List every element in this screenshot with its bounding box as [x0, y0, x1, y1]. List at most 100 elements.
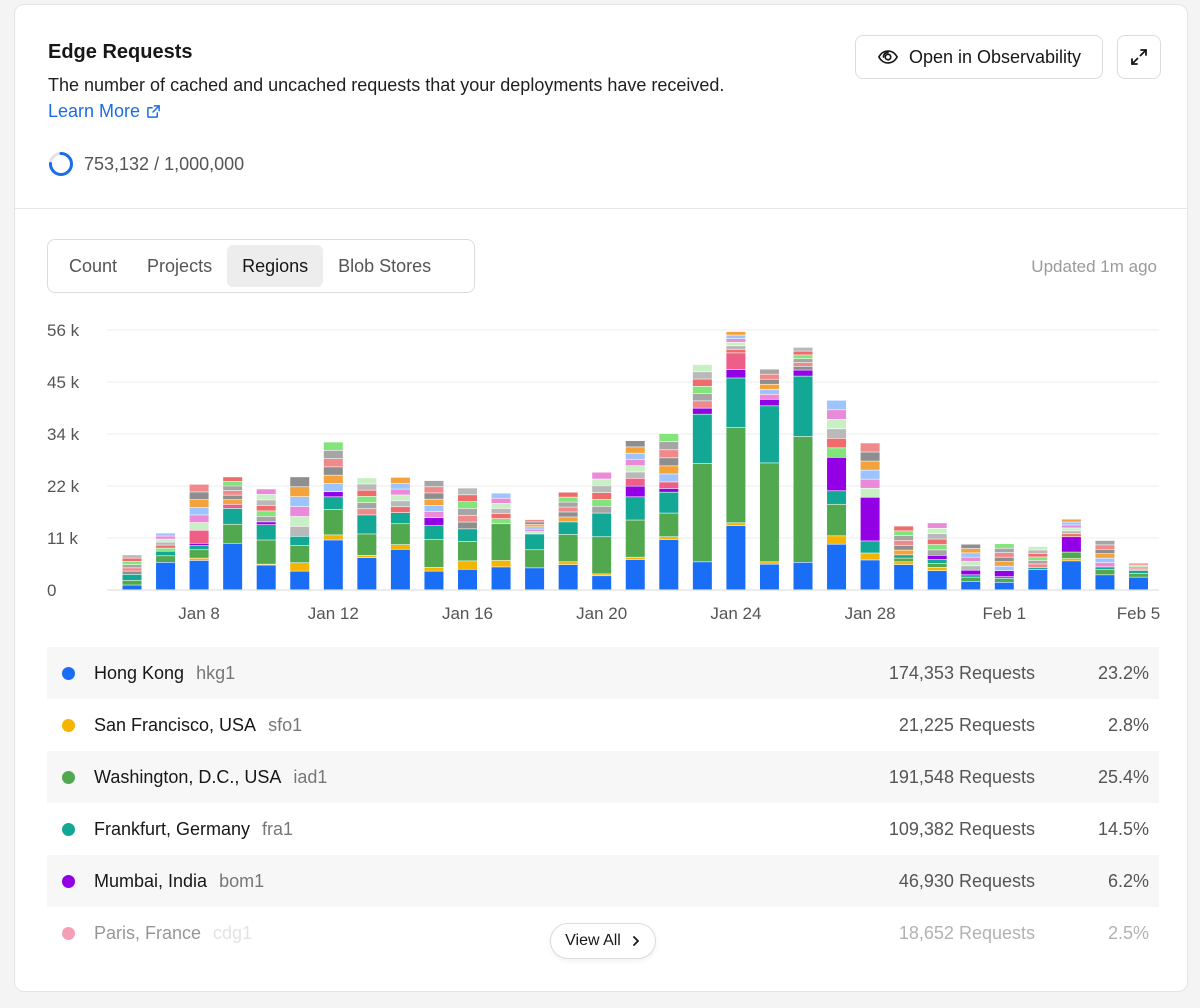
bar-segment-other: [793, 355, 813, 359]
tab-count[interactable]: Count: [69, 255, 118, 276]
open-in-observability-button[interactable]: Open in Observability: [855, 35, 1103, 79]
bar-segment-other: [290, 477, 310, 487]
region-color-dot: [62, 874, 75, 888]
card-title: Edge Requests: [48, 41, 193, 63]
bar-stack[interactable]: [927, 523, 947, 590]
legend-row-cdg1[interactable]: Paris, France cdg1 18,652 Requests 2.5%: [47, 907, 1159, 959]
usage-ring-icon: [49, 152, 73, 176]
bar-stack[interactable]: [994, 544, 1014, 590]
legend-row-fra1[interactable]: Frankfurt, Germany fra1 109,382 Requests 14…: [47, 803, 1159, 855]
view-all-button[interactable]: View All: [550, 923, 656, 959]
bar-stack[interactable]: [1061, 519, 1081, 590]
bar-stack[interactable]: [290, 477, 310, 590]
bar-segment-fra1: [290, 536, 310, 546]
bar-stack[interactable]: [458, 488, 477, 590]
bar-segment-hkg1: [1129, 577, 1148, 590]
tab-blob-stores[interactable]: Blob Stores: [338, 255, 432, 276]
observability-eye-icon: [877, 50, 898, 64]
bar-segment-other: [1028, 564, 1048, 568]
bar-segment-other: [793, 347, 813, 351]
region-color-dot: [62, 926, 75, 940]
bar-stack[interactable]: [1129, 563, 1148, 590]
bar-stack[interactable]: [525, 519, 545, 590]
bar-stack[interactable]: [1095, 540, 1115, 590]
updated-timestamp: Updated 1m ago: [1031, 257, 1157, 276]
bar-segment-other: [1061, 519, 1081, 522]
legend-row-hkg1[interactable]: Hong Kong hkg1 174,353 Requests 23.2%: [47, 647, 1159, 699]
bar-segment-fra1: [156, 551, 176, 556]
bar-segment-other: [122, 564, 142, 568]
bar-stack[interactable]: [122, 555, 142, 590]
bar-stack[interactable]: [558, 492, 578, 590]
bar-segment-other: [1095, 549, 1115, 554]
bar-segment-other: [122, 558, 142, 562]
bar-segment-other: [793, 362, 813, 367]
bar-stack[interactable]: [625, 440, 645, 590]
bar-segment-other: [223, 481, 243, 486]
bar-segment-iad1: [692, 463, 712, 562]
bar-stack[interactable]: [424, 480, 444, 590]
bar-segment-iad1: [458, 541, 477, 561]
bar-stack[interactable]: [827, 400, 847, 590]
region-requests: 174,353 Requests: [888, 662, 1035, 683]
bar-stack[interactable]: [592, 472, 612, 590]
legend-row-bom1[interactable]: Mumbai, India bom1 46,930 Requests 6.2%: [47, 855, 1159, 907]
bar-stack[interactable]: [961, 544, 981, 590]
bar-segment-iad1: [793, 436, 813, 563]
bar-segment-iad1: [1095, 570, 1115, 575]
tab-regions[interactable]: Regions: [227, 245, 324, 287]
bar-segment-other: [592, 486, 612, 493]
bar-segment-other: [223, 500, 243, 504]
tab-projects[interactable]: Projects: [147, 255, 213, 276]
bar-stack[interactable]: [894, 526, 914, 590]
bar-segment-other: [894, 550, 914, 555]
bar-segment-other: [491, 508, 511, 514]
region-color-dot: [62, 666, 75, 680]
bar-segment-other: [894, 526, 914, 531]
region-percent: 2.5%: [1107, 922, 1149, 943]
bar-stack[interactable]: [726, 331, 746, 590]
learn-more-link[interactable]: Learn More: [48, 101, 161, 122]
bar-segment-other: [592, 506, 612, 513]
bar-segment-other: [860, 470, 880, 479]
bar-stack[interactable]: [323, 442, 343, 590]
bar-stack[interactable]: [256, 489, 276, 590]
bar-segment-other: [625, 459, 645, 466]
bar-segment-other: [558, 512, 578, 517]
bar-stack[interactable]: [357, 478, 377, 590]
bar-stack[interactable]: [692, 364, 712, 590]
bar-stack[interactable]: [390, 477, 410, 590]
bar-segment-other: [156, 539, 176, 542]
bar-stack[interactable]: [189, 484, 209, 590]
bar-stack[interactable]: [659, 434, 679, 590]
bar-segment-other: [357, 509, 377, 515]
bar-segment-other: [692, 379, 712, 387]
bar-stack[interactable]: [793, 347, 813, 590]
bar-stack[interactable]: [491, 493, 511, 590]
bar-stack[interactable]: [860, 443, 880, 590]
bar-segment-other: [827, 400, 847, 410]
region-code: iad1: [293, 766, 328, 787]
bar-stack[interactable]: [1028, 546, 1048, 590]
bar-segment-other: [860, 479, 880, 488]
legend-row-sfo1[interactable]: San Francisco, USA sfo1 21,225 Requests 2.8…: [47, 699, 1159, 751]
bar-segment-other: [625, 453, 645, 460]
legend-row-iad1[interactable]: Washington, D.C., USA iad1 191,548 Request…: [47, 751, 1159, 803]
bar-segment-other: [927, 544, 947, 550]
bar-stack[interactable]: [759, 369, 779, 590]
bar-segment-other: [424, 499, 444, 506]
bar-stack[interactable]: [156, 533, 176, 590]
bar-segment-fra1: [759, 406, 779, 463]
bar-segment-other: [1129, 568, 1148, 570]
bar-segment-other: [1028, 560, 1048, 564]
bar-segment-other: [424, 505, 444, 512]
bar-segment-iad1: [558, 534, 578, 562]
expand-button[interactable]: [1117, 35, 1161, 79]
bar-segment-other: [1061, 531, 1081, 534]
bar-stack[interactable]: [223, 477, 243, 590]
bar-segment-other: [458, 508, 477, 515]
bar-segment-iad1: [122, 580, 142, 585]
bar-segment-other: [625, 472, 645, 478]
bar-segment-hkg1: [491, 567, 511, 590]
expand-icon: [1131, 49, 1147, 65]
